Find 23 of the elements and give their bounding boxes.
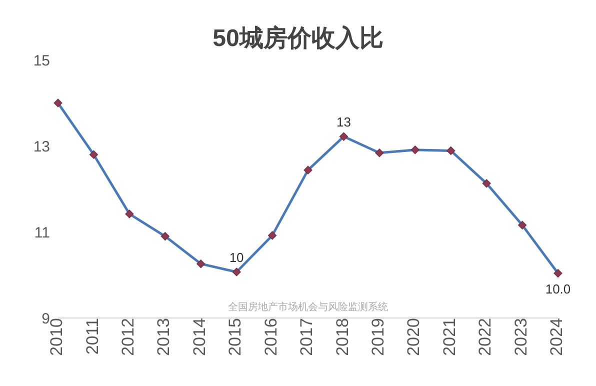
data-label: 10.0 [545, 281, 571, 296]
x-tick-label: 2015 [226, 318, 245, 356]
x-tick-label: 2014 [190, 318, 209, 356]
x-tick-label: 2013 [154, 318, 174, 356]
x-tick-label: 2018 [332, 318, 352, 356]
y-tick-label: 9 [42, 310, 50, 328]
x-tick-label: 2024 [547, 318, 566, 356]
chart-title: 50城房价收入比 [212, 24, 384, 54]
y-tick-label: 11 [34, 224, 50, 242]
x-tick-label: 2022 [476, 318, 495, 356]
y-tick-label: 13 [33, 138, 50, 156]
x-tick-label: 2019 [368, 318, 388, 356]
x-tick-label: 2017 [297, 318, 316, 356]
x-tick-label: 2020 [404, 318, 424, 356]
x-tick-label: 2021 [440, 318, 459, 356]
data-label: 10 [229, 250, 244, 265]
y-tick-label: 15 [33, 52, 50, 70]
annotation: 全国房地产市场机会与风险监测系统 [228, 301, 388, 313]
x-tick-label: 2012 [118, 318, 138, 356]
data-label: 13 [336, 114, 351, 130]
x-tick-label: 2023 [511, 318, 530, 356]
x-tick-label: 2016 [261, 318, 280, 356]
x-tick-label: 2011 [82, 318, 102, 355]
